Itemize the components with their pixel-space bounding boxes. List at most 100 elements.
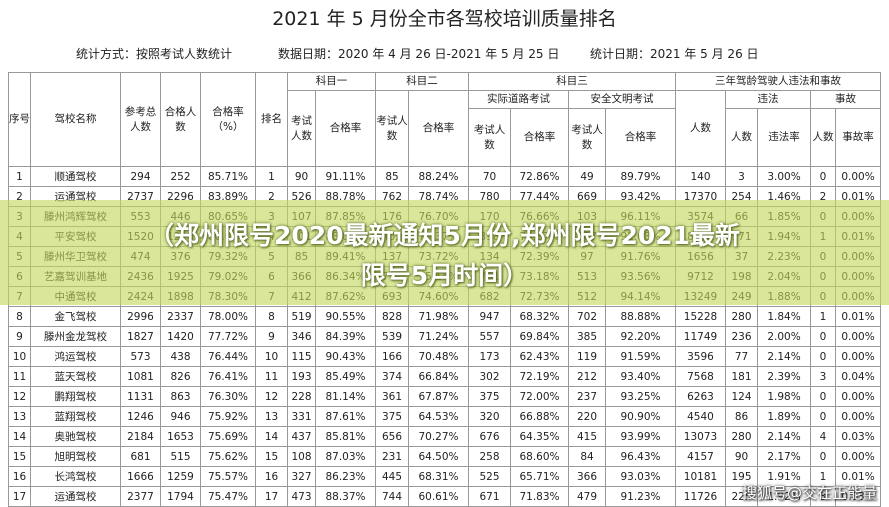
table-cell: 294 (120, 166, 161, 187)
table-cell: 0.00% (834, 326, 882, 347)
table-cell: 92.20% (605, 326, 676, 347)
table-cell: 0.03% (834, 426, 882, 447)
table-cell: 1.92% (757, 486, 811, 507)
table-cell: 252 (160, 166, 201, 187)
table-cell: 0 (810, 166, 836, 187)
table-cell: 64.53% (408, 406, 469, 427)
table-cell: 445 (375, 466, 409, 487)
table-cell: 173 (468, 346, 511, 367)
table-cell: 228 (287, 386, 316, 407)
head-cell: 科目三 (468, 72, 676, 91)
table-cell: 539 (375, 326, 409, 347)
table-cell: 1081 (120, 366, 161, 387)
table-cell: 4157 (675, 446, 726, 467)
table-cell: 13 (255, 406, 288, 427)
table-cell: 479 (568, 486, 606, 507)
head-cell: 合格率 (408, 90, 469, 167)
table-cell: 1131 (120, 386, 161, 407)
table-cell: 557 (468, 326, 511, 347)
table-cell: 181 (725, 366, 758, 387)
table-cell: 66.88% (510, 406, 569, 427)
table-cell: 49 (568, 166, 606, 187)
table-cell: 15228 (675, 306, 726, 327)
table-cell: 1259 (160, 466, 201, 487)
table-cell: 13 (8, 406, 31, 427)
table-cell: 金飞驾校 (30, 306, 121, 327)
table-cell: 1666 (120, 466, 161, 487)
table-row: 11 蓝天驾校 1081 826 76.41% 11 193 85.49% 374 66.84% 3… (8, 366, 882, 387)
table-cell: 1.89% (757, 406, 811, 427)
table-cell: 10181 (675, 466, 726, 487)
table-cell: 蓝天驾校 (30, 366, 121, 387)
table-cell: 573 (120, 346, 161, 367)
table-cell: 361 (375, 386, 409, 407)
head-cell: 违法率 (757, 108, 811, 167)
table-cell: 828 (375, 306, 409, 327)
table-row: 9 滕州金龙驾校 1827 1420 77.72% 9 346 84.39% 539 71.24%… (8, 326, 882, 347)
table-cell: 525 (468, 466, 511, 487)
table-cell: 437 (287, 426, 316, 447)
table-cell: 13073 (675, 426, 726, 447)
table-cell: 90.55% (315, 306, 376, 327)
table-cell: 863 (160, 386, 201, 407)
table-row: 10 鸿运驾校 573 438 76.44% 10 115 90.43% 166 70.48% 17… (8, 346, 882, 367)
table-cell: 10 (255, 346, 288, 367)
table-cell: 顺通驾校 (30, 166, 121, 187)
table-cell: 2.17% (757, 446, 811, 467)
table-cell: 1246 (120, 406, 161, 427)
table-cell: 681 (120, 446, 161, 467)
table-cell: 2.00% (757, 326, 811, 347)
table-cell: 84 (568, 446, 606, 467)
table-cell: 331 (287, 406, 316, 427)
table-cell: 0.04% (834, 366, 882, 387)
table-cell: 237 (568, 386, 606, 407)
table-cell: 0.01% (834, 306, 882, 327)
table-cell: 3.00% (757, 166, 811, 187)
table-cell: 225 (725, 486, 758, 507)
table-cell: 375 (375, 406, 409, 427)
table-cell: 71.98% (408, 306, 469, 327)
table-cell: 64.50% (408, 446, 469, 467)
table-cell: 75.92% (200, 406, 256, 427)
table-cell: 86 (725, 406, 758, 427)
table-cell: 11 (8, 366, 31, 387)
table-cell: 947 (468, 306, 511, 327)
table-cell: 0.00% (834, 446, 882, 467)
table-cell: 385 (568, 326, 606, 347)
table-cell: 滕州金龙驾校 (30, 326, 121, 347)
stat-date: 统计日期：2021 年 5 月 26 日 (590, 47, 759, 61)
table-cell: 7568 (675, 366, 726, 387)
table-cell: 0.00% (834, 166, 882, 187)
head-cell: 合格率（%） (200, 72, 256, 167)
table-cell: 77.72% (200, 326, 256, 347)
head-cell: 事故率 (834, 108, 882, 167)
table-cell: 91.11% (315, 166, 376, 187)
head-cell: 三年驾龄驾驶人违法和事故 (674, 72, 882, 91)
banner: （郑州限号2020最新通知5月份,郑州限号2021最新 限号5月时间） (0, 200, 889, 305)
table-cell: 62.43% (510, 346, 569, 367)
title: 2021 年 5 月份全市各驾校培训质量排名 (272, 8, 617, 30)
table-cell: 2377 (120, 486, 161, 507)
table-cell: 91.59% (605, 346, 676, 367)
table-cell: 77 (725, 346, 758, 367)
table-row: 1 顺通驾校 294 252 85.71% 1 90 91.11% 85 88.24% 70 72.8… (8, 166, 882, 187)
table-cell: 2.14% (757, 346, 811, 367)
table-cell: 4540 (675, 406, 726, 427)
table-cell: 90 (725, 446, 758, 467)
table-cell: 鹏翔驾校 (30, 386, 121, 407)
table-cell: 1794 (160, 486, 201, 507)
head-cell: 事故 (809, 90, 882, 109)
table-cell: 8 (8, 306, 31, 327)
table-cell: 85.49% (315, 366, 376, 387)
table-row: 17 运通驾校 2377 1794 75.47% 17 473 88.37% 744 60.61%… (8, 486, 882, 507)
table-cell: 327 (287, 466, 316, 487)
head-cell: 人数 (675, 90, 726, 167)
table-cell: 67.87% (408, 386, 469, 407)
table-row: 15 旭明驾校 681 515 75.62% 15 108 87.03% 231 64.50% 25… (8, 446, 882, 467)
table-cell: 280 (725, 306, 758, 327)
table-cell: 68.32% (510, 306, 569, 327)
head-cell: 安全文明考试 (568, 90, 676, 109)
table-cell: 1827 (120, 326, 161, 347)
table-cell: 3 (725, 166, 758, 187)
